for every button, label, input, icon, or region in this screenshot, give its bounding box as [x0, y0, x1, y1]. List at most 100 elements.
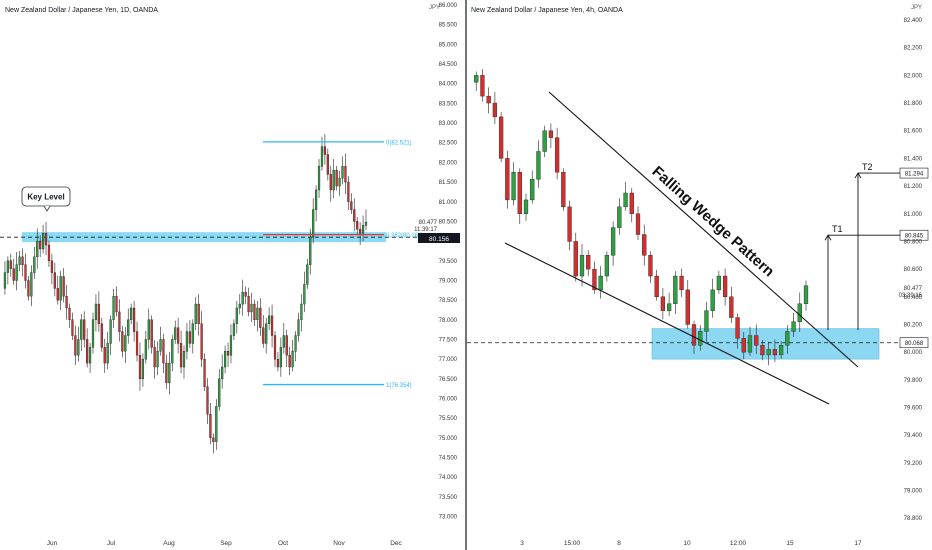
fib-level-label: 0(82.521)	[386, 140, 412, 146]
left-candle-body	[41, 233, 45, 250]
left-price-tick-label: 83.500	[439, 101, 458, 107]
fib-level-label: 0.382(80.164)	[386, 233, 423, 239]
left-candle-body	[356, 221, 359, 230]
right-candle-body	[617, 206, 622, 228]
left-candle-body	[221, 366, 224, 380]
left-candle-body	[309, 236, 312, 265]
left-candle-body	[185, 331, 189, 352]
left-candle-body	[127, 319, 130, 336]
right-candle-body	[592, 268, 597, 291]
right-candle-body	[598, 275, 603, 291]
left-candle-body	[144, 339, 147, 360]
left-candle-body	[250, 303, 253, 313]
right-time-tick-label: 17	[854, 540, 862, 547]
key-level-callout: Key Level	[21, 186, 71, 212]
right-candle-body	[642, 234, 647, 256]
right-chart-title: New Zealand Dollar / Japanese Yen, 4h, O…	[471, 7, 623, 14]
left-candle-body	[182, 351, 186, 368]
right-price-tick-label: 79.400	[904, 433, 923, 439]
right-candle-body	[542, 130, 547, 152]
left-candle-body	[80, 319, 83, 340]
right-candle-body	[629, 192, 634, 214]
right-currency-label: JPY	[911, 5, 922, 11]
left-candle-body	[53, 272, 56, 289]
right-candle-body	[685, 289, 690, 325]
right-candle-body	[523, 199, 529, 214]
left-price-tick-label: 78.500	[439, 298, 458, 304]
left-candle-body	[9, 260, 12, 269]
left-candle-body	[83, 319, 86, 340]
left-candle-body	[147, 319, 150, 340]
left-candle-body	[91, 319, 95, 348]
left-candle-body	[138, 355, 142, 380]
left-chart-title: New Zealand Dollar / Japanese Yen, 1D, O…	[5, 7, 158, 14]
fib-level-label: 1(76.354)	[386, 383, 412, 389]
left-candle-body	[212, 437, 215, 442]
left-candle-body	[135, 331, 139, 356]
left-candle-body	[232, 323, 236, 336]
left-candle-body	[44, 233, 48, 246]
left-candle-body	[100, 323, 103, 348]
right-candle-body	[530, 178, 535, 201]
left-candle-body	[132, 307, 136, 332]
left-candle-body	[3, 272, 7, 289]
right-price-tick-label: 82.400	[904, 18, 923, 24]
left-time-tick-label: Aug	[163, 540, 175, 547]
left-price-tick-label: 84.500	[439, 62, 458, 68]
right-countdown: 03:39:16	[899, 293, 923, 299]
right-candle-body	[498, 116, 504, 159]
left-candle-body	[306, 264, 309, 285]
left-price-tick-label: 76.000	[439, 397, 458, 403]
left-candle-body	[215, 406, 218, 442]
left-candle-body	[56, 288, 59, 301]
left-price-tick-label: 79.000	[439, 278, 458, 284]
left-candle-body	[273, 335, 277, 360]
left-candle-body	[97, 303, 100, 324]
left-candle-body	[300, 303, 303, 320]
left-candle-body	[21, 256, 24, 265]
left-candle-body	[188, 331, 191, 344]
left-candle-body	[6, 260, 9, 273]
left-candle-body	[203, 358, 206, 387]
left-candle-body	[364, 222, 368, 226]
left-candle-body	[262, 327, 265, 344]
left-candle-body	[353, 209, 356, 222]
right-candle-body	[716, 275, 722, 291]
right-time-tick-label: 8	[617, 540, 621, 547]
left-candle-body	[361, 225, 365, 234]
left-price-tick-label: 74.500	[439, 456, 458, 462]
right-price-tick-label: 81.200	[904, 184, 923, 190]
target-price-label: 81.294	[905, 172, 924, 178]
left-candle-body	[241, 292, 244, 305]
right-candle-body	[722, 275, 728, 298]
right-price-tick-label: 81.600	[904, 129, 923, 135]
left-price-tick-label: 75.000	[439, 436, 458, 442]
left-candle-body	[118, 311, 121, 332]
left-price-tick-label: 80.500	[439, 219, 458, 225]
right-time-tick-label: 10	[683, 540, 691, 547]
left-time-tick-label: Jul	[107, 540, 116, 547]
right-price-axis: 82.400 82.200 82.000 81.800 81.600 81.400 81.2…	[904, 18, 923, 522]
left-candle-body	[74, 335, 77, 356]
left-candle-body	[162, 339, 165, 364]
left-candle-body	[15, 264, 18, 281]
left-last-price: 80.477	[419, 220, 438, 226]
left-candle-body	[33, 256, 36, 273]
right-candle-body	[710, 289, 715, 311]
left-current-price: 80.156	[429, 236, 449, 243]
left-candles-layer	[3, 133, 368, 454]
left-candle-body	[18, 256, 21, 265]
right-candle-body	[648, 255, 653, 277]
right-candle-body	[691, 324, 697, 346]
left-time-axis: Jun Jul Aug Sep Oct Nov Dec	[47, 540, 403, 547]
left-price-tick-label: 81.500	[439, 180, 458, 186]
left-candle-body	[282, 335, 285, 348]
left-candle-body	[36, 240, 39, 258]
left-candle-body	[159, 339, 162, 352]
right-candle-body	[741, 338, 746, 353]
right-candle-body	[480, 75, 485, 97]
right-price-tick-label: 80.200	[904, 322, 923, 328]
right-candle-body	[666, 303, 672, 311]
left-candle-body	[218, 378, 221, 407]
right-candle-body	[754, 335, 759, 346]
